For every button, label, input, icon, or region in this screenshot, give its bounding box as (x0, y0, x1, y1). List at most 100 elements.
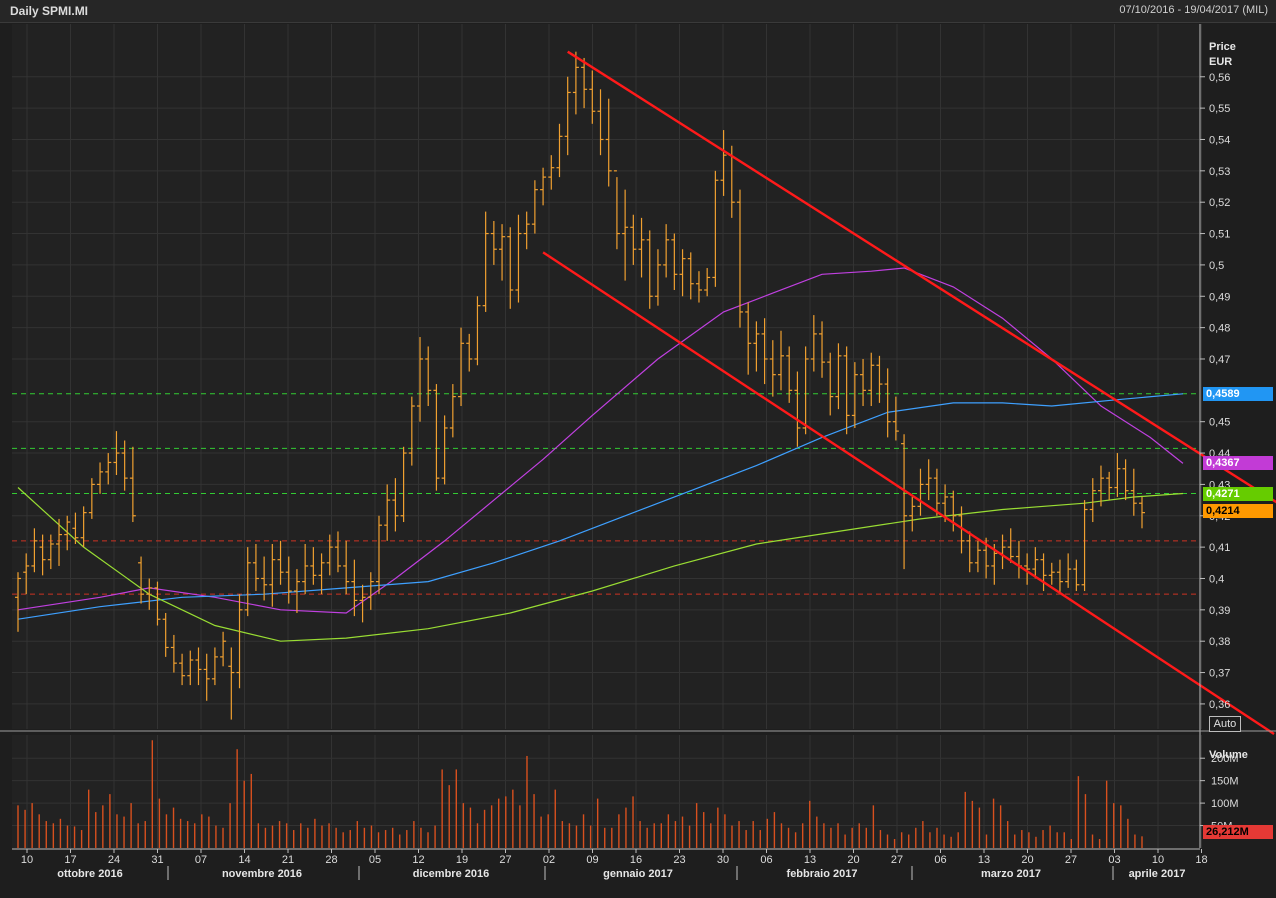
ohlc-bar (375, 515, 382, 595)
ohlc-bar (778, 330, 785, 391)
trendline[interactable] (542, 251, 1275, 736)
ohlc-bar (687, 252, 694, 300)
ohlc-bar (507, 227, 514, 309)
volume-tick-label: 200M (1211, 753, 1239, 765)
ohlc-bar (556, 123, 563, 178)
x-tick-label: 06 (934, 854, 946, 866)
x-tick-label: 19 (456, 854, 468, 866)
x-tick-label: 05 (369, 854, 381, 866)
ohlc-bar (359, 584, 366, 623)
month-label: febbraio 2017 (787, 868, 858, 880)
ohlc-bar (466, 333, 473, 372)
ohlc-bar (1056, 559, 1063, 595)
ohlc-bar (671, 233, 678, 290)
price-tick-label: 0,53 (1209, 166, 1230, 178)
x-tick-label: 16 (630, 854, 642, 866)
ohlc-bar (367, 572, 374, 610)
ohlc-bar (704, 268, 711, 297)
ohlc-bar (490, 221, 497, 265)
ohlc-bar (819, 321, 826, 378)
ohlc-bar (351, 559, 358, 617)
ohlc-bar (129, 446, 136, 523)
price-tick-label: 0,48 (1209, 323, 1230, 335)
ohlc-bar (1065, 553, 1072, 588)
ohlc-bar (884, 368, 891, 438)
ohlc-bar (974, 540, 981, 573)
ohlc-bar (293, 569, 300, 613)
auto-scale-button[interactable]: Auto (1209, 716, 1241, 732)
x-tick-label: 10 (1152, 854, 1164, 866)
price-tick-label: 0,52 (1209, 197, 1230, 209)
x-tick-label: 23 (673, 854, 685, 866)
ohlc-bar (277, 540, 284, 585)
ohlc-bar (736, 189, 743, 328)
ohlc-bar (868, 352, 875, 407)
x-tick-label: 13 (978, 854, 990, 866)
value-badge: 0,4589 (1203, 387, 1273, 401)
trendline[interactable] (567, 50, 1276, 517)
ohlc-bar (302, 543, 309, 595)
x-tick-label: 03 (1108, 854, 1120, 866)
ohlc-bar (343, 540, 350, 595)
volume-tick-label: 150M (1211, 776, 1239, 788)
ohlc-bar (1139, 496, 1145, 529)
ohlc-bar (236, 594, 243, 689)
value-badge: 0,4367 (1203, 456, 1273, 470)
price-tick-label: 0,5 (1209, 260, 1224, 272)
ohlc-bar (220, 631, 227, 667)
ohlc-bar (605, 98, 612, 187)
ohlc-bar (1073, 559, 1080, 592)
ohlc-bar (261, 556, 268, 601)
ohlc-bar (285, 556, 292, 604)
price-tick-label: 0,45 (1209, 417, 1230, 429)
price-axis-unit: EUR (1209, 56, 1232, 68)
ohlc-bar (548, 155, 555, 190)
moving-average-line (17, 267, 1184, 614)
ohlc-bar (597, 89, 604, 156)
ohlc-bar (794, 371, 801, 447)
ohlc-bar (654, 249, 661, 306)
ohlc-bar (170, 634, 177, 673)
ohlc-bar (925, 459, 932, 501)
ohlc-bar (1024, 553, 1031, 585)
price-tick-label: 0,47 (1209, 354, 1230, 366)
ohlc-bar (1106, 471, 1113, 501)
chart-title: Daily SPMI.MI (10, 4, 89, 18)
ohlc-bar (179, 653, 186, 686)
value-badge: 0,4214 (1203, 504, 1273, 518)
ohlc-bar (892, 396, 899, 441)
ohlc-bar (613, 170, 620, 250)
ohlc-bar (630, 214, 637, 265)
ohlc-bar (638, 217, 645, 278)
ohlc-bar (679, 249, 686, 297)
ohlc-bar (958, 506, 965, 554)
ohlc-bar (97, 462, 104, 494)
ohlc-bar (851, 362, 858, 428)
trendlines (542, 50, 1276, 736)
x-tick-label: 27 (499, 854, 511, 866)
month-label: marzo 2017 (981, 868, 1041, 880)
x-tick-label: 13 (804, 854, 816, 866)
ohlc-bar (154, 581, 161, 626)
ohlc-bar (1097, 465, 1104, 507)
ohlc-bar (72, 512, 79, 544)
ohlc-bar (244, 547, 251, 617)
volume-axis-ticks: 200M150M100M50M (1200, 753, 1239, 833)
x-tick-label: 09 (586, 854, 598, 866)
ohlc-bar (835, 343, 842, 410)
x-tick-label: 17 (64, 854, 76, 866)
ohlc-bar (113, 431, 120, 476)
ohlc-bar (909, 496, 916, 532)
price-tick-label: 0,55 (1209, 103, 1230, 115)
ohlc-bar (802, 346, 809, 435)
ohlc-bar (1007, 528, 1014, 563)
month-label: dicembre 2016 (413, 868, 489, 880)
ohlc-bar (211, 647, 218, 686)
ohlc-bar (581, 57, 588, 109)
moving-average-line (17, 487, 1184, 642)
ohlc-bar (228, 647, 235, 720)
ohlc-bar (761, 318, 768, 385)
ohlc-bar (31, 528, 38, 573)
x-tick-label: 07 (195, 854, 207, 866)
